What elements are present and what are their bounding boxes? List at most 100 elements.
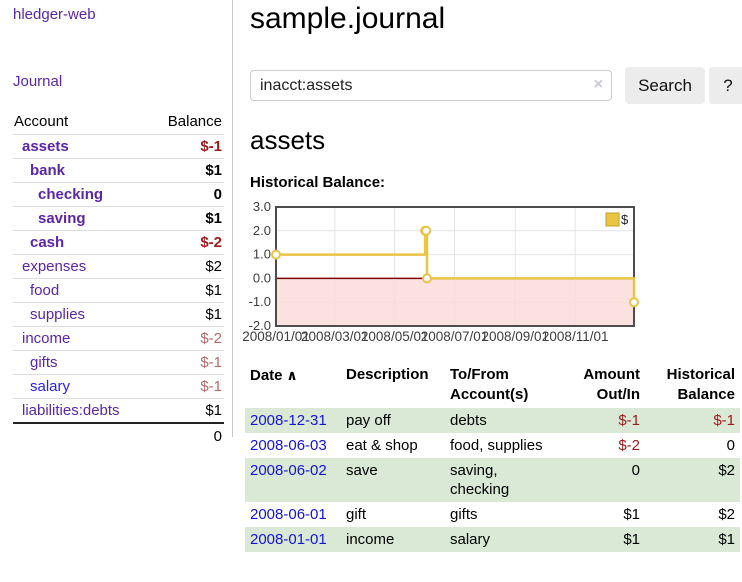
account-row: liabilities:debts $1 — [13, 398, 224, 424]
register-column-header-description[interactable]: Description — [346, 366, 429, 383]
account-link[interactable]: assets — [22, 138, 69, 155]
register-row[interactable]: 2008-01-01 income salary $1 $1 — [245, 527, 740, 552]
accounts-header-row: Account Balance — [13, 110, 224, 135]
data-point-marker — [422, 273, 432, 284]
y-axis-tick-label: 0.0 — [253, 270, 271, 285]
historical-balance-chart[interactable]: $3.0 2.0 1.0 0.0 -1.0 -2.02008/01/012008/03/0… — [240, 200, 742, 350]
accounts-total-value: 0 — [213, 428, 222, 445]
accounts-header-balance: Balance — [167, 113, 222, 130]
account-row: income $-2 — [13, 326, 224, 351]
transaction-date-link[interactable]: 2008-06-03 — [250, 437, 327, 454]
accounts-total-spacer — [13, 423, 150, 448]
search-input-wrap: × — [250, 70, 612, 101]
account-heading: assets — [250, 125, 326, 155]
account-link[interactable]: supplies — [30, 306, 86, 323]
account-link[interactable]: expenses — [22, 258, 87, 275]
transaction-date-cell: 2008-01-01 — [245, 527, 341, 552]
clear-search-icon[interactable]: × — [593, 76, 603, 93]
register-row[interactable]: 2008-06-02 save saving, checking 0 $2 — [245, 458, 740, 502]
x-axis-tick-label: 2008/05/01 — [361, 329, 429, 344]
account-row: food $1 — [13, 278, 224, 303]
transaction-date-cell: 2008-06-01 — [245, 502, 341, 527]
y-axis-tick-label: 1.0 — [253, 247, 271, 262]
account-balance: 0 — [213, 186, 222, 203]
app-title: hledger-web — [0, 0, 232, 23]
transaction-date-link[interactable]: 2008-06-01 — [250, 506, 327, 523]
plot-border — [275, 206, 635, 327]
search-input[interactable] — [250, 70, 612, 101]
transaction-description: pay off — [346, 412, 391, 429]
register-row[interactable]: 2008-06-03 eat & shop food, supplies $-2 0 — [245, 433, 740, 458]
register-row[interactable]: 2008-12-31 pay off debts $-1 $-1 — [245, 408, 740, 433]
transaction-date-cell: 2008-06-03 — [245, 433, 341, 458]
y-axis-tick-label: 3.0 — [253, 200, 271, 214]
account-link[interactable]: income — [22, 330, 71, 347]
account-link[interactable]: checking — [38, 186, 104, 203]
x-axis-tick-label: 2008/09/01 — [482, 329, 550, 344]
transaction-date-link[interactable]: 2008-12-31 — [250, 412, 327, 429]
account-link[interactable]: saving — [38, 210, 86, 227]
account-balance: $2 — [205, 258, 222, 275]
y-axis-tick-label: 2.0 — [253, 223, 271, 238]
register-column-header-to-from-account-s-[interactable]: To/From Account(s) — [450, 366, 529, 403]
accounts-total-row: 0 — [13, 423, 224, 448]
register-row[interactable]: 2008-06-01 gift gifts $1 $2 — [245, 502, 740, 527]
account-link[interactable]: liabilities:debts — [22, 402, 120, 419]
transaction-amount: 0 — [631, 462, 640, 479]
account-balance: $1 — [205, 402, 222, 419]
account-link[interactable]: cash — [30, 234, 65, 251]
account-balance: $-2 — [200, 234, 222, 251]
transaction-amount: $-1 — [618, 412, 640, 429]
transaction-accounts: saving, checking — [450, 462, 510, 498]
y-axis-tick-label: -2.0 — [249, 318, 271, 333]
transaction-balance: $1 — [718, 531, 735, 548]
nav-journal-link[interactable]: Journal — [13, 73, 63, 90]
transaction-description: save — [346, 462, 378, 479]
transaction-amount: $1 — [623, 506, 640, 523]
transaction-date-link[interactable]: 2008-06-02 — [250, 462, 327, 479]
search-button[interactable]: Search — [625, 67, 705, 104]
search-help-button[interactable]: ? — [709, 67, 742, 104]
account-balance: $1 — [205, 162, 222, 179]
account-row: bank $1 — [13, 158, 224, 183]
account-link[interactable]: bank — [30, 162, 66, 179]
account-row: checking 0 — [13, 182, 224, 207]
account-row: gifts $-1 — [13, 350, 224, 375]
account-link[interactable]: food — [30, 282, 60, 299]
x-axis-tick-label: 2008/07/01 — [421, 329, 489, 344]
account-row: saving $1 — [13, 206, 224, 231]
negative-region — [277, 278, 633, 325]
transaction-accounts: salary — [450, 531, 491, 548]
register-column-header-date[interactable]: Date ∧ — [250, 367, 298, 384]
register-table: Date ∧ Description To/From Account(s) Amoun… — [245, 362, 740, 552]
chart-title: Historical Balance: — [250, 174, 386, 191]
account-link[interactable]: salary — [30, 378, 71, 395]
sort-asc-icon: ∧ — [282, 367, 298, 383]
transaction-date-link[interactable]: 2008-01-01 — [250, 531, 327, 548]
data-point-marker — [271, 249, 281, 260]
register-column-header-amount-out-in[interactable]: Amount Out/In — [583, 366, 640, 403]
account-balance: $-1 — [200, 354, 222, 371]
data-point-marker — [421, 225, 432, 236]
legend-label: $ — [621, 212, 629, 227]
account-balance: $-2 — [200, 330, 222, 347]
account-link[interactable]: gifts — [30, 354, 58, 371]
y-axis-tick-label: -1.0 — [249, 294, 271, 309]
transaction-accounts: gifts — [450, 506, 478, 523]
transaction-accounts: food, supplies — [450, 437, 543, 454]
account-row: cash $-2 — [13, 230, 224, 255]
register-column-header-historical-balance[interactable]: Historical Balance — [666, 366, 735, 403]
page-title: sample.journal — [250, 2, 446, 35]
register-header-row: Date ∧ Description To/From Account(s) Amoun… — [245, 362, 740, 408]
app-title-link[interactable]: hledger-web — [13, 6, 96, 23]
transaction-accounts: debts — [450, 412, 487, 429]
account-balance: $1 — [205, 282, 222, 299]
account-balance: $1 — [205, 306, 222, 323]
account-balance: $1 — [205, 210, 222, 227]
search-form: × Search ? — [250, 67, 742, 105]
transaction-description: gift — [346, 506, 367, 523]
account-row: salary $-1 — [13, 374, 224, 399]
transaction-balance: $2 — [718, 462, 735, 479]
x-axis-tick-label: 2008/03/01 — [301, 329, 369, 344]
